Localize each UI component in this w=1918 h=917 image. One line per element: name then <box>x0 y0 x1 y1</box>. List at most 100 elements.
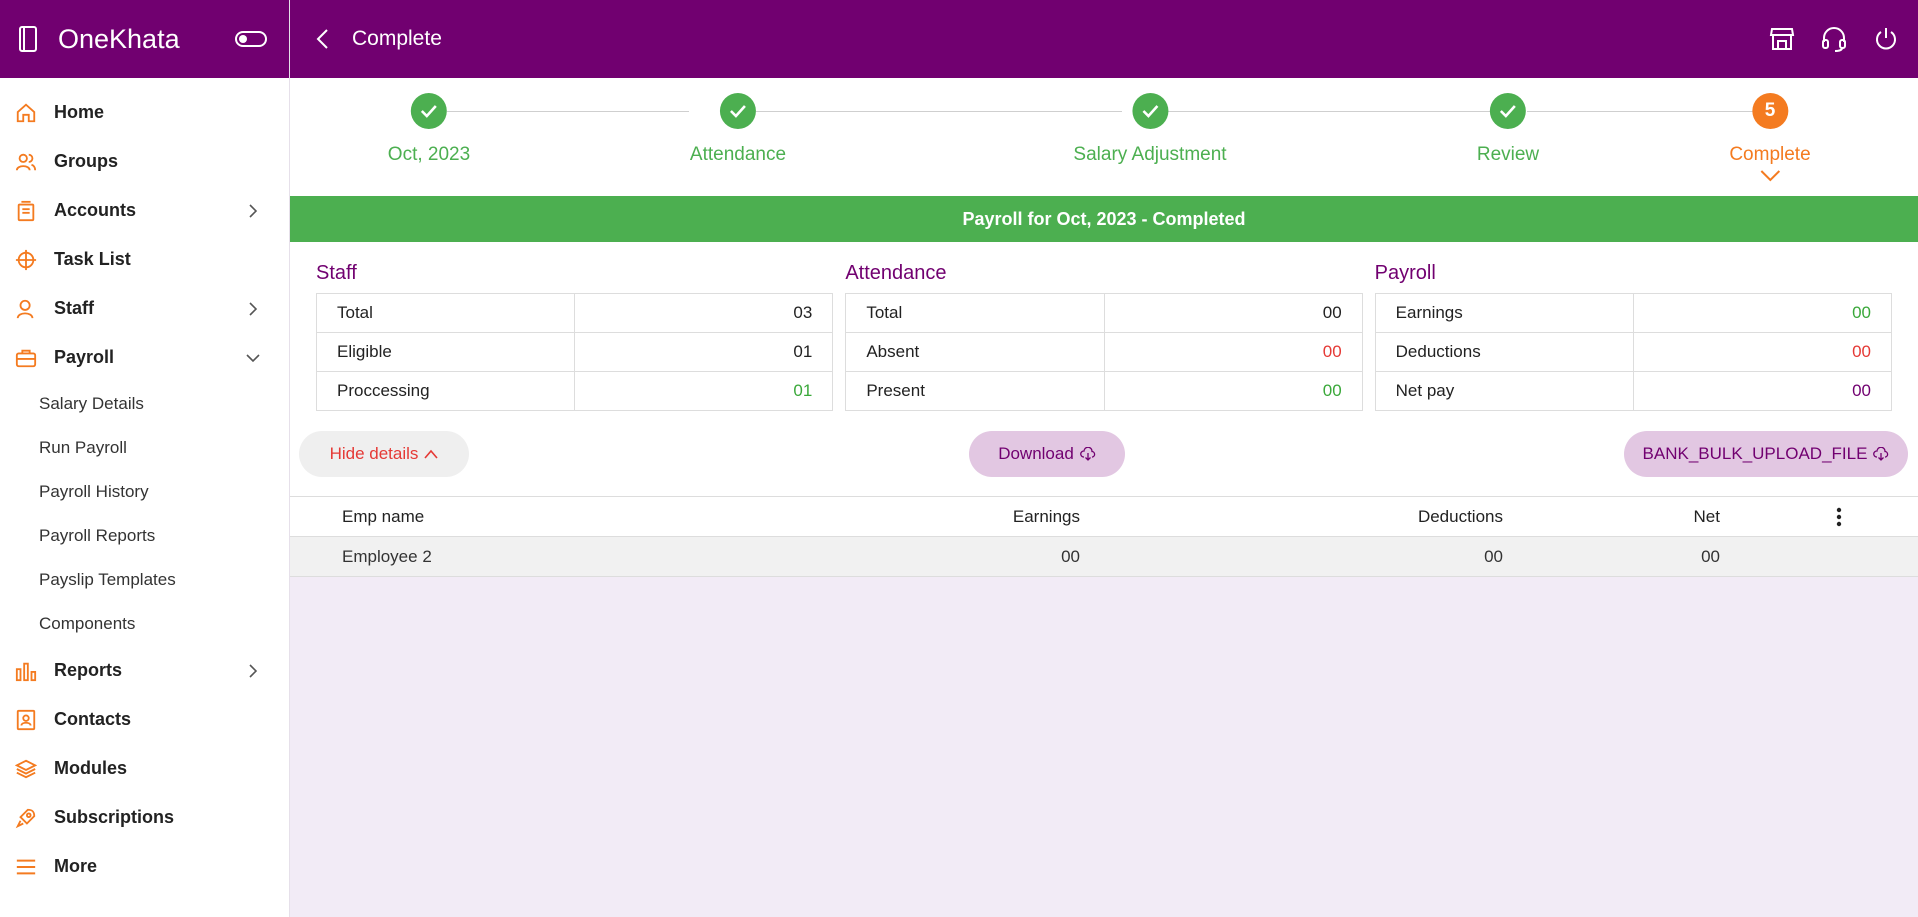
row-label: Net pay <box>1374 371 1634 411</box>
chevron-right-icon <box>249 663 258 678</box>
sidebar: OneKhata Home Groups Accounts Task List … <box>0 0 290 917</box>
cell-net: 00 <box>1701 546 1720 566</box>
download-label: Download <box>998 444 1074 463</box>
groups-icon <box>14 150 38 174</box>
sidebar-item-accounts[interactable]: Accounts <box>0 186 289 235</box>
sidebar-sub-payroll-reports[interactable]: Payroll Reports <box>39 526 156 545</box>
task-list-icon <box>14 248 38 272</box>
more-vertical-icon[interactable] <box>1836 507 1842 527</box>
sidebar-item-label: Modules <box>54 758 128 778</box>
sidebar-item-more[interactable]: More <box>0 842 289 891</box>
sidebar-item-label: Reports <box>54 660 123 680</box>
header-earnings[interactable]: Earnings <box>1012 506 1080 526</box>
sidebar-item-groups[interactable]: Groups <box>0 137 289 186</box>
sidebar-item-modules[interactable]: Modules <box>0 744 289 793</box>
attendance-summary: Attendance Total 00 Absent 00 Present 00 <box>845 262 1363 411</box>
bank-bulk-upload-button[interactable]: BANK_BULK_UPLOAD_FILE <box>1624 431 1908 477</box>
step-label: Review <box>1476 144 1540 165</box>
sidebar-item-home[interactable]: Home <box>0 88 289 137</box>
download-button[interactable]: Download <box>969 431 1125 477</box>
payroll-summary-title: Payroll <box>1374 262 1436 284</box>
sidebar-item-staff[interactable]: Staff <box>0 284 289 333</box>
sidebar-item-label: Groups <box>54 151 119 171</box>
sidebar-item-label: Payroll <box>54 347 115 367</box>
notebook-logo-icon <box>19 26 37 52</box>
table-options[interactable] <box>1720 507 1918 527</box>
check-icon <box>719 93 756 129</box>
sidebar-sub-run-payroll[interactable]: Run Payroll <box>39 438 127 457</box>
step-month[interactable]: Oct, 2023 <box>388 93 470 166</box>
step-salary-adjustment[interactable]: Salary Adjustment <box>1073 93 1227 166</box>
staff-icon <box>14 297 38 321</box>
hide-details-button[interactable]: Hide details <box>299 431 469 477</box>
sidebar-item-reports[interactable]: Reports <box>0 646 289 695</box>
staff-summary: Staff Total 03 Eligible 01 Proccessing 01 <box>315 262 834 411</box>
sidebar-sub-payroll-history[interactable]: Payroll History <box>39 482 149 501</box>
support-headset-icon[interactable] <box>1820 25 1848 53</box>
header-net[interactable]: Net <box>1693 506 1720 526</box>
power-icon[interactable] <box>1872 25 1900 53</box>
header-emp-name[interactable]: Emp name <box>342 506 425 526</box>
row-label: Total <box>845 293 1105 333</box>
top-actions <box>1768 25 1900 53</box>
back-arrow-icon[interactable] <box>312 28 334 50</box>
chevron-right-icon <box>249 301 258 316</box>
step-connector <box>447 111 689 112</box>
theme-toggle[interactable] <box>235 31 267 47</box>
sidebar-item-contacts[interactable]: Contacts <box>0 695 289 744</box>
reports-icon <box>14 659 38 683</box>
step-label: Salary Adjustment <box>1073 144 1227 165</box>
step-complete[interactable]: 5 Complete <box>1729 93 1811 183</box>
row-value: 00 <box>1632 332 1892 372</box>
row-value: 01 <box>574 371 834 411</box>
sidebar-sub-salary-details[interactable]: Salary Details <box>39 394 144 413</box>
sidebar-sub-components[interactable]: Components <box>39 614 136 633</box>
cloud-download-icon <box>1873 447 1889 461</box>
cell-deductions: 00 <box>1484 546 1503 566</box>
table-row[interactable]: Employee 2 00 00 00 <box>290 537 1918 577</box>
step-review[interactable]: Review <box>1477 93 1539 166</box>
cell-earnings: 00 <box>1061 546 1080 566</box>
accounts-icon <box>14 199 38 223</box>
store-icon[interactable] <box>1768 25 1796 53</box>
brand-bar: OneKhata <box>0 0 289 78</box>
attendance-summary-title: Attendance <box>845 262 947 284</box>
row-label: Total <box>315 293 576 333</box>
table-row: Net pay 00 <box>1374 371 1892 411</box>
step-label: Oct, 2023 <box>387 144 471 165</box>
table-row: Deductions 00 <box>1374 332 1892 372</box>
chevron-right-icon <box>249 203 258 218</box>
row-value: 00 <box>1632 371 1892 411</box>
more-menu-icon <box>14 855 38 879</box>
sidebar-item-label: Subscriptions <box>54 807 175 827</box>
row-label: Deductions <box>1374 332 1634 372</box>
chevron-down-icon <box>1760 170 1780 182</box>
step-label: Attendance <box>689 144 787 165</box>
row-value: 01 <box>574 332 834 372</box>
cell-emp-name: Employee 2 <box>342 546 432 566</box>
subscriptions-rocket-icon <box>14 806 38 830</box>
header-deductions[interactable]: Deductions <box>1417 506 1503 526</box>
row-label: Absent <box>845 332 1105 372</box>
sidebar-item-label: Contacts <box>54 709 132 729</box>
row-label: Earnings <box>1374 293 1634 333</box>
table-row: Present 00 <box>845 371 1363 411</box>
actions-bar: Hide details Download BANK_BULK_UPLOAD_F… <box>290 418 1918 496</box>
table-row: Absent 00 <box>845 332 1363 372</box>
sidebar-item-task-list[interactable]: Task List <box>0 235 289 284</box>
row-label: Present <box>845 371 1105 411</box>
row-value: 00 <box>1103 293 1363 333</box>
sidebar-item-subscriptions[interactable]: Subscriptions <box>0 793 289 842</box>
sidebar-sub-payslip-templates[interactable]: Payslip Templates <box>39 570 176 589</box>
employee-table: Emp name Earnings Deductions Net Employe… <box>290 496 1918 577</box>
table-header: Emp name Earnings Deductions Net <box>290 497 1918 537</box>
step-attendance[interactable]: Attendance <box>690 93 786 166</box>
sidebar-nav: Home Groups Accounts Task List Staff Pay… <box>0 78 289 891</box>
modules-layers-icon <box>14 757 38 781</box>
sidebar-item-payroll[interactable]: Payroll <box>0 333 289 382</box>
attendance-summary-table: Total 00 Absent 00 Present 00 <box>845 293 1363 411</box>
check-icon <box>1131 93 1168 129</box>
check-icon <box>1490 93 1526 129</box>
staff-summary-title: Staff <box>316 262 357 284</box>
cloud-download-icon <box>1079 447 1096 461</box>
